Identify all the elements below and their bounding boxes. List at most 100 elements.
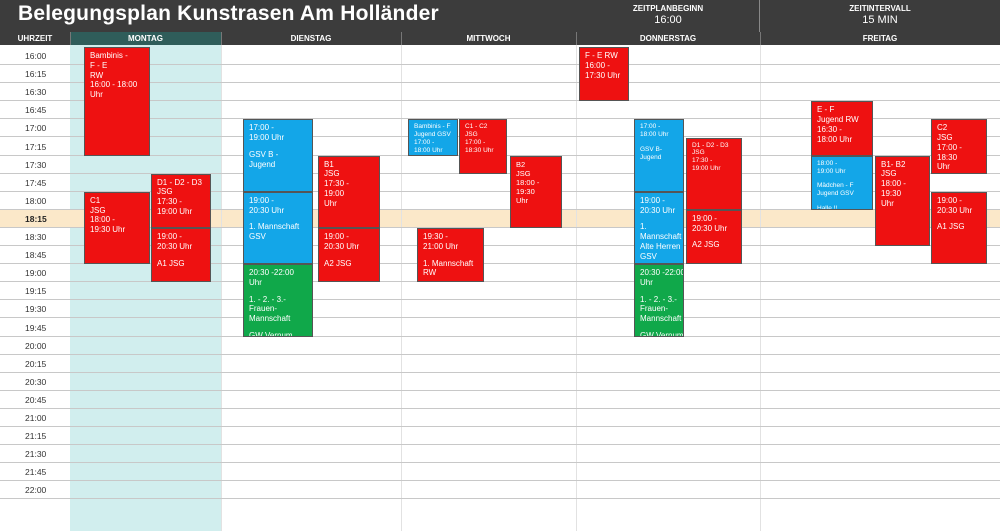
event-block[interactable]: Bambinis -F - E RW 16:00 - 18:00 Uhr [84,47,150,156]
event-text [249,215,307,222]
start-time-value[interactable]: 16:00 [654,14,682,26]
event-text: Uhr [90,90,103,99]
time-gridline [0,317,1000,319]
event-text [937,215,981,222]
event-text: 1. [640,222,647,232]
day-header-monday[interactable]: MONTAG [70,32,221,45]
time-label: 18:30 [25,232,47,242]
event-text: Bambinis - [90,51,128,60]
event-text [423,252,478,259]
time-gridline [0,444,1000,446]
event-text [692,233,736,240]
event-text: JSG [692,149,705,157]
event-text: 19:00 [324,188,345,198]
app-header: Belegungsplan Kunstrasen Am Holländer ZE… [0,0,1000,32]
event-text: 20:30 Uhr [640,205,676,215]
event-block[interactable]: C2 JSG 17:00 -18:30 Uhr [931,119,987,174]
event-text: B1- B2 [881,159,906,169]
event-block[interactable]: 19:30 -21:00 Uhr 1. Mannschaft RW [417,228,484,283]
event-text: 19:00 - [640,195,665,205]
time-gridline [0,353,1000,355]
event-block[interactable]: B2 JSG 18:00 -19:30 Uhr [510,155,562,228]
event-text: F - E RW [585,51,618,60]
event-block[interactable]: 19:00 -20:30 Uhr A2 JSG [318,228,380,283]
event-block[interactable]: C1 JSG 18:00 -19:30 Uhr [84,191,150,265]
day-header-tuesday[interactable]: DIENSTAG [221,32,401,45]
event-text: 20:30 Uhr [249,205,285,215]
event-text: 19:00 Uhr [692,165,721,173]
event-text: 21:00 Uhr [423,241,459,251]
event-text: RW [90,70,104,80]
event-text: 17:00 - [249,123,274,133]
event-text: 19:30 [881,188,902,198]
event-block[interactable]: 19:00 -20:30 Uhr A2 JSG [686,209,742,265]
event-block[interactable]: 19:00 -20:30 Uhr 1. Mannschaft GSV [243,191,313,265]
event-text: 19:00 Uhr [817,167,846,175]
event-block[interactable]: 17:00 -18:00 Uhr GSV B- Jugend [634,119,684,192]
event-block[interactable]: D1 - D2 - D3 JSG 17:30 -19:00 Uhr [151,173,211,228]
event-block[interactable]: 19:00 -20:30 Uhr A1 JSG [151,228,211,283]
time-label: 20:15 [25,358,47,369]
day-header-friday[interactable]: FREITAG [760,32,1000,45]
event-text: 17:00 - [465,139,486,147]
time-gridline [0,299,1000,301]
event-text: JSG [157,187,173,197]
event-text: 17:00 - [640,123,661,131]
day-header-thursday[interactable]: DONNERSTAG [576,32,760,45]
event-text [324,252,374,259]
event-text: JSG [324,169,340,179]
event-text: Uhr [640,277,653,287]
time-gridline [0,498,1000,500]
event-text: A2 JSG [324,258,352,268]
event-block[interactable]: F - E RW 16:00 -17:30 Uhr [579,47,629,102]
event-text: GSV [640,251,657,261]
event-block[interactable]: B1 JSG 17:30 -19:00 Uhr [318,155,380,228]
time-gridline [0,371,1000,373]
event-block[interactable]: E - F Jugend RW 16:30 -18:00 Uhr [811,101,873,156]
event-text: Bambinis - F [414,123,451,131]
event-block[interactable]: 20:30 -22:00 Uhr 1. - 2. - 3.- Frauen- Manns… [634,264,684,337]
event-block[interactable]: D1 - D2 - D3 JSG 17:30 -19:00 Uhr [686,137,742,210]
event-text: 19:00 Uhr [249,133,285,143]
event-text: 19:00 - [249,195,274,205]
event-block[interactable]: C1 - C2 JSG 17:00 -18:30 Uhr [459,119,507,174]
event-block[interactable]: 19:00 -20:30 Uhr 1. Mannschaft - Alte Herre… [634,191,684,265]
event-text [249,143,307,150]
event-text: 18:00 - [881,179,906,189]
time-gridline [0,480,1000,482]
event-text: 17:30 - [157,197,182,207]
event-text: B1 [324,159,334,169]
event-text: 1. - 2. - 3.- [640,294,677,304]
event-block[interactable]: 20:30 -22:00 Uhr 1. - 2. - 3.- Frauen- Manns… [243,264,313,337]
event-text: Jugend GSV [414,131,451,139]
time-label: 18:15 [25,213,47,224]
time-gridline [0,100,1000,102]
event-text: D1 - D2 - D3 [692,141,729,149]
event-block[interactable]: 18:00 -19:00 Uhr Mädchen - F Jugend GSV Hal… [811,155,873,210]
event-block[interactable]: B1- B2 JSG 18:00 -19:30 Uhr [875,155,930,247]
event-text [817,175,867,182]
interval-value[interactable]: 15 MIN [862,14,898,26]
event-text: JSG [465,131,478,139]
time-gridline [0,407,1000,409]
event-text: Mannschaft - [640,232,684,242]
event-block[interactable]: 17:00 -19:00 Uhr GSV B - Jugend [243,119,313,192]
event-text: 16:30 - [817,124,842,134]
event-text: 16:00 - [585,60,610,70]
event-text: F - E [90,60,108,70]
event-text: D1 - D2 - D3 [157,177,202,187]
event-text: 19:30 Uhr [90,225,126,235]
event-text: 20:30 Uhr [157,241,193,251]
event-text: Jugend GSV [817,190,854,198]
event-text: 18:00 - [817,159,838,167]
day-header-wednesday[interactable]: MITTWOCH [401,32,576,45]
time-label: 19:15 [25,286,47,297]
time-gridline [0,462,1000,464]
event-block[interactable]: 19:00 -20:30 Uhr A1 JSG [931,191,987,265]
event-text [640,139,678,146]
event-text: 19:00 - [157,232,182,241]
time-label: 19:45 [25,322,47,333]
time-label: 18:00 [25,195,47,206]
event-text: 18:30 Uhr [465,147,494,155]
